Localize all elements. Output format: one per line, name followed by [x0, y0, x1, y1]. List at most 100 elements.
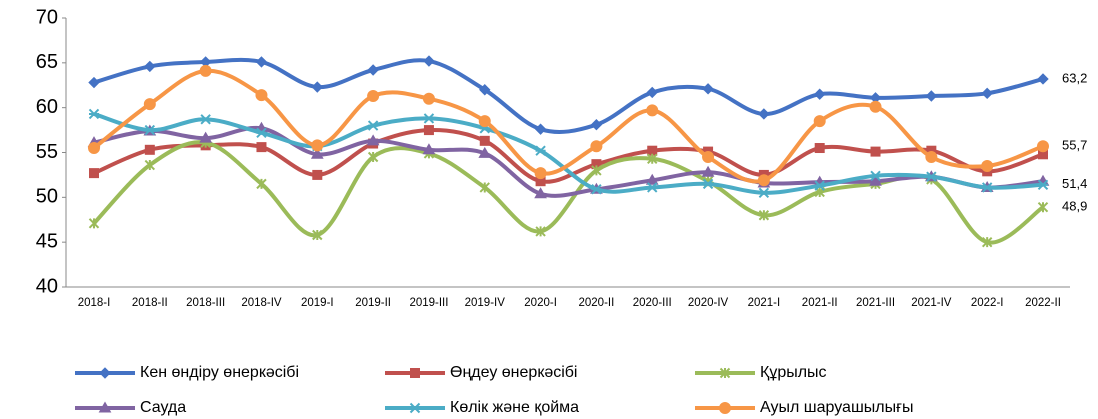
point	[591, 184, 602, 195]
point	[702, 83, 714, 95]
point	[870, 146, 881, 157]
x-tick-label: 2018-I	[78, 297, 111, 309]
point	[702, 178, 714, 190]
legend-marker	[410, 368, 420, 378]
legend-label: Сауда	[140, 399, 186, 416]
y-tick-label: 50	[36, 186, 58, 208]
y-tick-label: 70	[36, 6, 58, 28]
x-tick-label: 2019-I	[301, 297, 334, 309]
point	[590, 118, 603, 131]
point	[312, 169, 323, 180]
point	[367, 64, 379, 76]
series-line	[92, 140, 1045, 245]
y-tick-label: 55	[36, 141, 58, 163]
point	[144, 124, 156, 136]
legend-label: Көлік және қойма	[450, 399, 579, 416]
point	[312, 229, 323, 241]
point	[143, 98, 156, 111]
point	[144, 60, 156, 73]
x-tick-label: 2018-III	[186, 297, 225, 309]
x-tick-label: 2019-III	[409, 297, 448, 309]
legend-label: Ауыл шаруашылығы	[760, 399, 913, 416]
x-tick-label: 2022-II	[1025, 297, 1061, 309]
point	[1037, 140, 1049, 153]
point	[814, 180, 825, 191]
point	[479, 135, 490, 146]
point	[367, 120, 379, 131]
point	[367, 90, 380, 103]
point	[1037, 179, 1049, 190]
point	[422, 92, 435, 105]
point	[256, 178, 267, 190]
point	[311, 139, 324, 152]
point	[981, 87, 993, 100]
point	[814, 143, 825, 154]
legend-label: Құрылыс	[760, 364, 827, 381]
data-label: 63,2	[1062, 70, 1087, 85]
point	[89, 168, 99, 179]
x-tick-label: 2020-III	[633, 297, 672, 309]
legend-marker	[98, 401, 112, 413]
point	[758, 108, 770, 120]
point	[870, 170, 881, 182]
point	[422, 143, 436, 155]
point	[423, 125, 434, 136]
point	[1037, 73, 1049, 85]
legend-marker	[719, 367, 731, 379]
point	[144, 159, 156, 171]
x-tick-label: 2018-IV	[241, 297, 282, 309]
x-tick-label: 2019-II	[355, 297, 391, 309]
x-tick-label: 2019-IV	[465, 297, 506, 309]
point	[925, 150, 938, 163]
point	[256, 127, 267, 138]
point	[535, 226, 546, 237]
point	[423, 55, 435, 67]
point	[646, 86, 658, 99]
point	[813, 115, 826, 128]
point	[590, 140, 603, 153]
x-tick-label: 2021-II	[802, 297, 838, 309]
x-tick-label: 2021-I	[748, 297, 781, 309]
point	[591, 165, 602, 176]
y-tick-label: 60	[36, 96, 58, 118]
point	[479, 182, 490, 193]
point	[534, 123, 547, 135]
point	[645, 173, 659, 185]
y-tick-label: 40	[36, 275, 58, 297]
point	[367, 151, 379, 163]
point	[647, 153, 658, 164]
point	[256, 142, 267, 153]
point	[869, 174, 882, 186]
point	[758, 210, 770, 221]
point	[366, 134, 380, 146]
x-tick-label: 2021-IV	[911, 297, 952, 309]
x-tick-label: 2021-III	[856, 297, 895, 309]
point	[981, 236, 993, 248]
point	[647, 182, 658, 193]
point	[423, 113, 435, 124]
point	[199, 131, 213, 143]
point	[869, 100, 882, 113]
point	[981, 159, 994, 172]
legend-label: Өңдеу өнеркәсібі	[450, 364, 577, 381]
legend-label: Кен өндіру өнеркәсібі	[140, 364, 299, 381]
point	[701, 165, 715, 177]
legend-marker	[99, 367, 111, 379]
point	[757, 174, 770, 187]
point	[646, 104, 659, 117]
legend-marker	[719, 402, 731, 414]
x-tick-label: 2022-I	[971, 297, 1004, 309]
x-tick-label: 2020-IV	[688, 297, 729, 309]
point	[534, 167, 547, 180]
x-tick-label: 2018-II	[132, 297, 168, 309]
point	[255, 56, 268, 68]
y-tick-label: 45	[36, 230, 58, 252]
x-tick-label: 2020-II	[579, 297, 615, 309]
point	[981, 182, 993, 193]
point	[925, 90, 938, 102]
point	[255, 89, 268, 102]
point	[926, 171, 937, 182]
point	[813, 88, 826, 100]
